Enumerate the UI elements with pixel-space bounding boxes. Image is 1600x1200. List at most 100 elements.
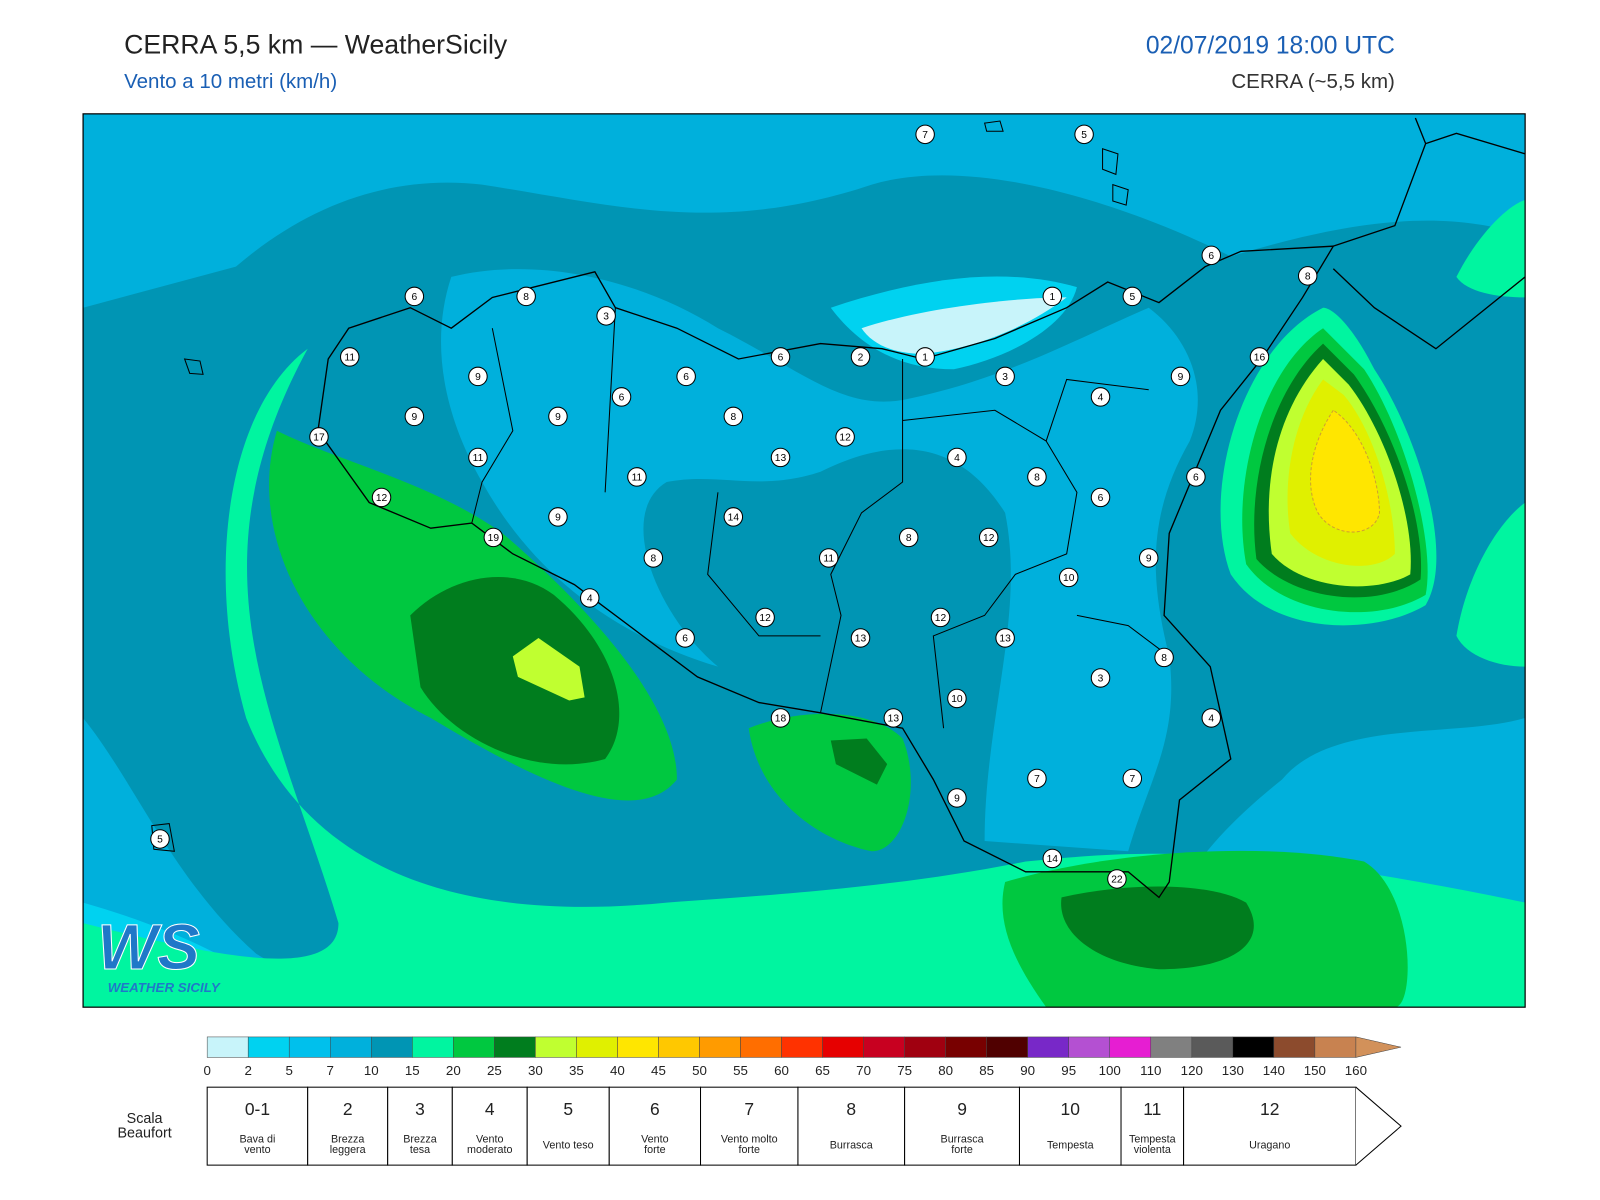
beaufort-description: Brezza: [403, 1134, 436, 1146]
station-value: 12: [983, 533, 995, 544]
beaufort-force: 11: [1143, 1099, 1161, 1119]
station-marker: [1107, 869, 1127, 889]
color-box: [1068, 1036, 1110, 1058]
station-value: 12: [935, 613, 947, 624]
color-box: [986, 1036, 1028, 1058]
station-marker: [404, 406, 425, 427]
colorbar-tick-label: 90: [1020, 1063, 1035, 1078]
station-value: 1: [922, 353, 928, 364]
colorbar-tick-label: 2: [244, 1063, 251, 1078]
colorbar-tick-label: 85: [979, 1063, 994, 1078]
beaufort-force: 2: [343, 1099, 353, 1119]
beaufort-description: Burrasca: [830, 1140, 873, 1152]
station-marker: [1027, 467, 1047, 487]
colorbar-tick-label: 70: [856, 1063, 871, 1078]
station-value: 4: [587, 594, 593, 605]
color-box: [1027, 1036, 1069, 1058]
beaufort-force: 5: [563, 1099, 573, 1119]
station-value: 14: [1047, 854, 1059, 865]
colorbar-tick-label: 100: [1099, 1063, 1121, 1078]
beaufort-label: Scala: [127, 1111, 163, 1127]
beaufort-description: Tempesta: [1129, 1134, 1176, 1146]
station-value: 4: [954, 453, 960, 464]
colorbar-tick-label: 110: [1140, 1063, 1161, 1078]
beaufort-description: forte: [644, 1144, 666, 1156]
beaufort-cell: [608, 1086, 702, 1166]
beaufort-description: Vento: [476, 1134, 504, 1146]
colorbar-tick-label: 130: [1222, 1063, 1244, 1078]
station-marker: [611, 387, 632, 407]
beaufort-force: 7: [744, 1099, 754, 1119]
beaufort-description: forte: [738, 1144, 760, 1156]
station-marker: [404, 286, 425, 307]
station-marker: [770, 447, 791, 468]
station-marker: [850, 628, 871, 648]
station-value: 5: [157, 835, 163, 846]
station-value: 13: [855, 634, 867, 645]
beaufort-description: vento: [244, 1144, 270, 1156]
station-marker: [1154, 647, 1174, 668]
station-marker: [947, 447, 967, 468]
logo: WS WEATHER SICILY: [97, 912, 221, 995]
station-marker: [915, 124, 935, 145]
color-arrow: [1355, 1036, 1402, 1058]
beaufort-description: forte: [951, 1144, 973, 1156]
color-box: [781, 1036, 823, 1058]
color-box: [329, 1036, 372, 1058]
station-value: 22: [1111, 875, 1123, 886]
beaufort-description: Vento teso: [543, 1140, 594, 1152]
beaufort-cell: [206, 1086, 309, 1166]
beaufort-description: Tempesta: [1047, 1140, 1094, 1152]
color-box: [617, 1036, 659, 1058]
station-marker: [340, 347, 360, 367]
station-value: 13: [999, 634, 1011, 645]
station-marker: [580, 588, 600, 608]
color-box: [453, 1036, 495, 1058]
colorbar-tick-label: 10: [364, 1063, 379, 1078]
colorbar-tick-label: 65: [815, 1063, 830, 1078]
station-value: 13: [775, 453, 787, 464]
station-value: 14: [728, 513, 740, 524]
subtitle: Vento a 10 metri (km/h): [124, 70, 337, 93]
station-marker: [723, 507, 744, 527]
logo-mark: WS: [97, 912, 199, 983]
beaufort-description: violenta: [1134, 1144, 1171, 1156]
beaufort-cell: [797, 1086, 906, 1166]
colorbar-tick-label: 45: [651, 1063, 666, 1078]
station-marker: [818, 548, 839, 568]
station-marker: [1042, 848, 1063, 869]
colorbar-tick-label: 80: [938, 1063, 953, 1078]
beaufort-cell: [307, 1086, 389, 1166]
beaufort-description: Vento molto: [721, 1134, 778, 1146]
station-marker: [1249, 347, 1270, 367]
colorbar-tick-label: 120: [1181, 1063, 1203, 1078]
beaufort-description: moderato: [467, 1144, 512, 1156]
model: CERRA (~5,5 km): [1231, 70, 1394, 93]
station-value: 9: [555, 513, 561, 524]
beaufort-force: 8: [846, 1099, 856, 1119]
station-marker: [995, 366, 1015, 387]
station-marker: [150, 829, 170, 849]
station-value: 3: [603, 311, 609, 322]
station-value: 4: [1208, 714, 1214, 725]
logo-text: WEATHER SICILY: [108, 980, 221, 995]
beaufort-force: 9: [957, 1099, 967, 1119]
color-box: [658, 1036, 700, 1058]
station-value: 9: [954, 794, 960, 805]
station-marker: [1074, 124, 1094, 145]
beaufort-force: 10: [1061, 1099, 1081, 1119]
color-box: [699, 1036, 741, 1058]
station-value: 1: [1049, 292, 1055, 303]
station-marker: [1186, 467, 1206, 487]
station-value: 12: [759, 613, 771, 624]
colorbar-tick-label: 35: [569, 1063, 584, 1078]
station-marker: [1201, 245, 1222, 266]
station-value: 8: [650, 554, 656, 565]
station-marker: [835, 427, 855, 447]
color-box: [1150, 1036, 1193, 1058]
station-marker: [1090, 487, 1111, 508]
station-value: 7: [1034, 774, 1040, 785]
station-marker: [1090, 387, 1111, 407]
color-box: [1314, 1036, 1357, 1058]
